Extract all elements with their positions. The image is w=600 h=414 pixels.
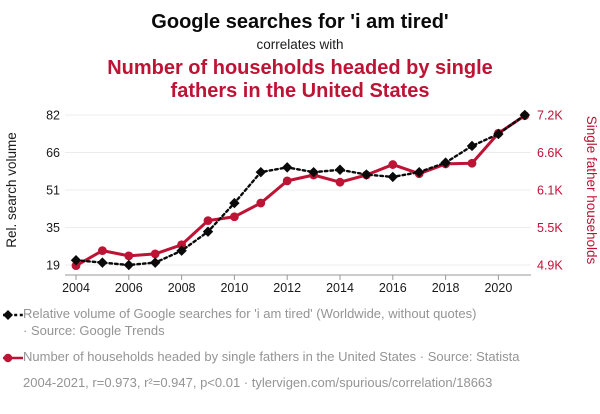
chart-title-secondary: Number of households headed by single fa…: [107, 57, 493, 103]
line-chart-canvas: 19 4.9K 35 5.5K 51 6.1K 66 6.6K 82 7.2K 2004 2006 20…: [4, 109, 599, 296]
searches-data-point: [466, 140, 478, 152]
x-axis-tick-label: 2004: [62, 281, 90, 295]
x-axis-tick-label: 2020: [484, 281, 512, 295]
left-axis-tick-label: 51: [46, 184, 60, 198]
x-axis-tick-label: 2012: [273, 281, 301, 295]
households-line: [74, 114, 527, 268]
households-data-point: [388, 160, 398, 169]
searches-data-point: [229, 197, 240, 209]
households-data-point: [124, 251, 134, 261]
legend-label-searches: Relative volume of Google searches for '…: [23, 306, 477, 338]
households-data-point: [177, 240, 187, 250]
households-data-point: [150, 249, 160, 259]
x-axis-tick-label: 2010: [220, 281, 248, 295]
x-axis-tick-label: 2014: [326, 281, 354, 295]
searches-data-point: [97, 257, 108, 268]
searches-data-point: [361, 169, 372, 180]
households-data-point: [71, 261, 81, 271]
searches-data-point: [414, 166, 425, 178]
red-circle-solid-icon: [3, 353, 23, 362]
chart-subtitle: correlates with: [256, 37, 344, 52]
households-data-point: [203, 216, 213, 226]
right-axis-tick-label: 7.2K: [537, 109, 563, 123]
searches-data-point: [282, 162, 293, 173]
left-axis-tick-label: 35: [46, 221, 60, 235]
x-axis-tick-label: 2018: [432, 281, 460, 295]
black-diamond-dashed-icon: [3, 310, 23, 320]
left-axis-tick-label: 66: [46, 146, 60, 160]
right-axis-tick-label: 4.9K: [537, 259, 563, 273]
x-axis-tick-label: 2008: [168, 281, 196, 295]
searches-data-point: [493, 128, 504, 140]
searches-data-point: [308, 166, 319, 178]
chart-title: Google searches for 'i am tired': [151, 11, 449, 33]
households-data-point: [230, 212, 239, 222]
households-data-point: [98, 246, 107, 256]
left-axis-tick-label: 82: [46, 109, 60, 123]
legend-item-households: Number of households headed by single fa…: [3, 349, 592, 366]
searches-data-point: [519, 109, 530, 121]
legend-label-households: Number of households headed by single fa…: [23, 348, 520, 364]
households-data-point: [467, 158, 477, 168]
legend: Relative volume of Google searches for '…: [3, 306, 592, 390]
legend-item-searches: Relative volume of Google searches for '…: [3, 306, 592, 340]
left-axis-title: Rel. search volume: [4, 132, 19, 248]
searches-data-point: [202, 226, 214, 237]
searches-data-point: [387, 171, 398, 183]
right-axis-tick-label: 6.6K: [537, 146, 563, 160]
stats-footer: 2004-2021, r=0.973, r²=0.947, p<0.01 · t…: [23, 374, 493, 390]
households-data-point: [335, 177, 345, 187]
searches-data-point: [123, 259, 134, 271]
x-axis-tick-label: 2006: [115, 281, 143, 295]
left-axis-tick-label: 19: [46, 259, 60, 273]
x-axis-tick-label: 2016: [379, 281, 407, 295]
households-data-point: [282, 176, 292, 186]
right-axis-title: Single father households: [584, 116, 599, 265]
chart-header: Google searches for 'i am tired' correla…: [0, 0, 600, 103]
searches-data-point: [150, 257, 161, 268]
right-axis-tick-label: 5.5K: [537, 221, 563, 235]
searches-data-point: [255, 166, 266, 178]
right-axis-tick-label: 6.1K: [537, 184, 563, 198]
searches-data-point: [176, 245, 187, 256]
households-data-point: [256, 198, 266, 208]
searches-data-point: [334, 164, 346, 175]
